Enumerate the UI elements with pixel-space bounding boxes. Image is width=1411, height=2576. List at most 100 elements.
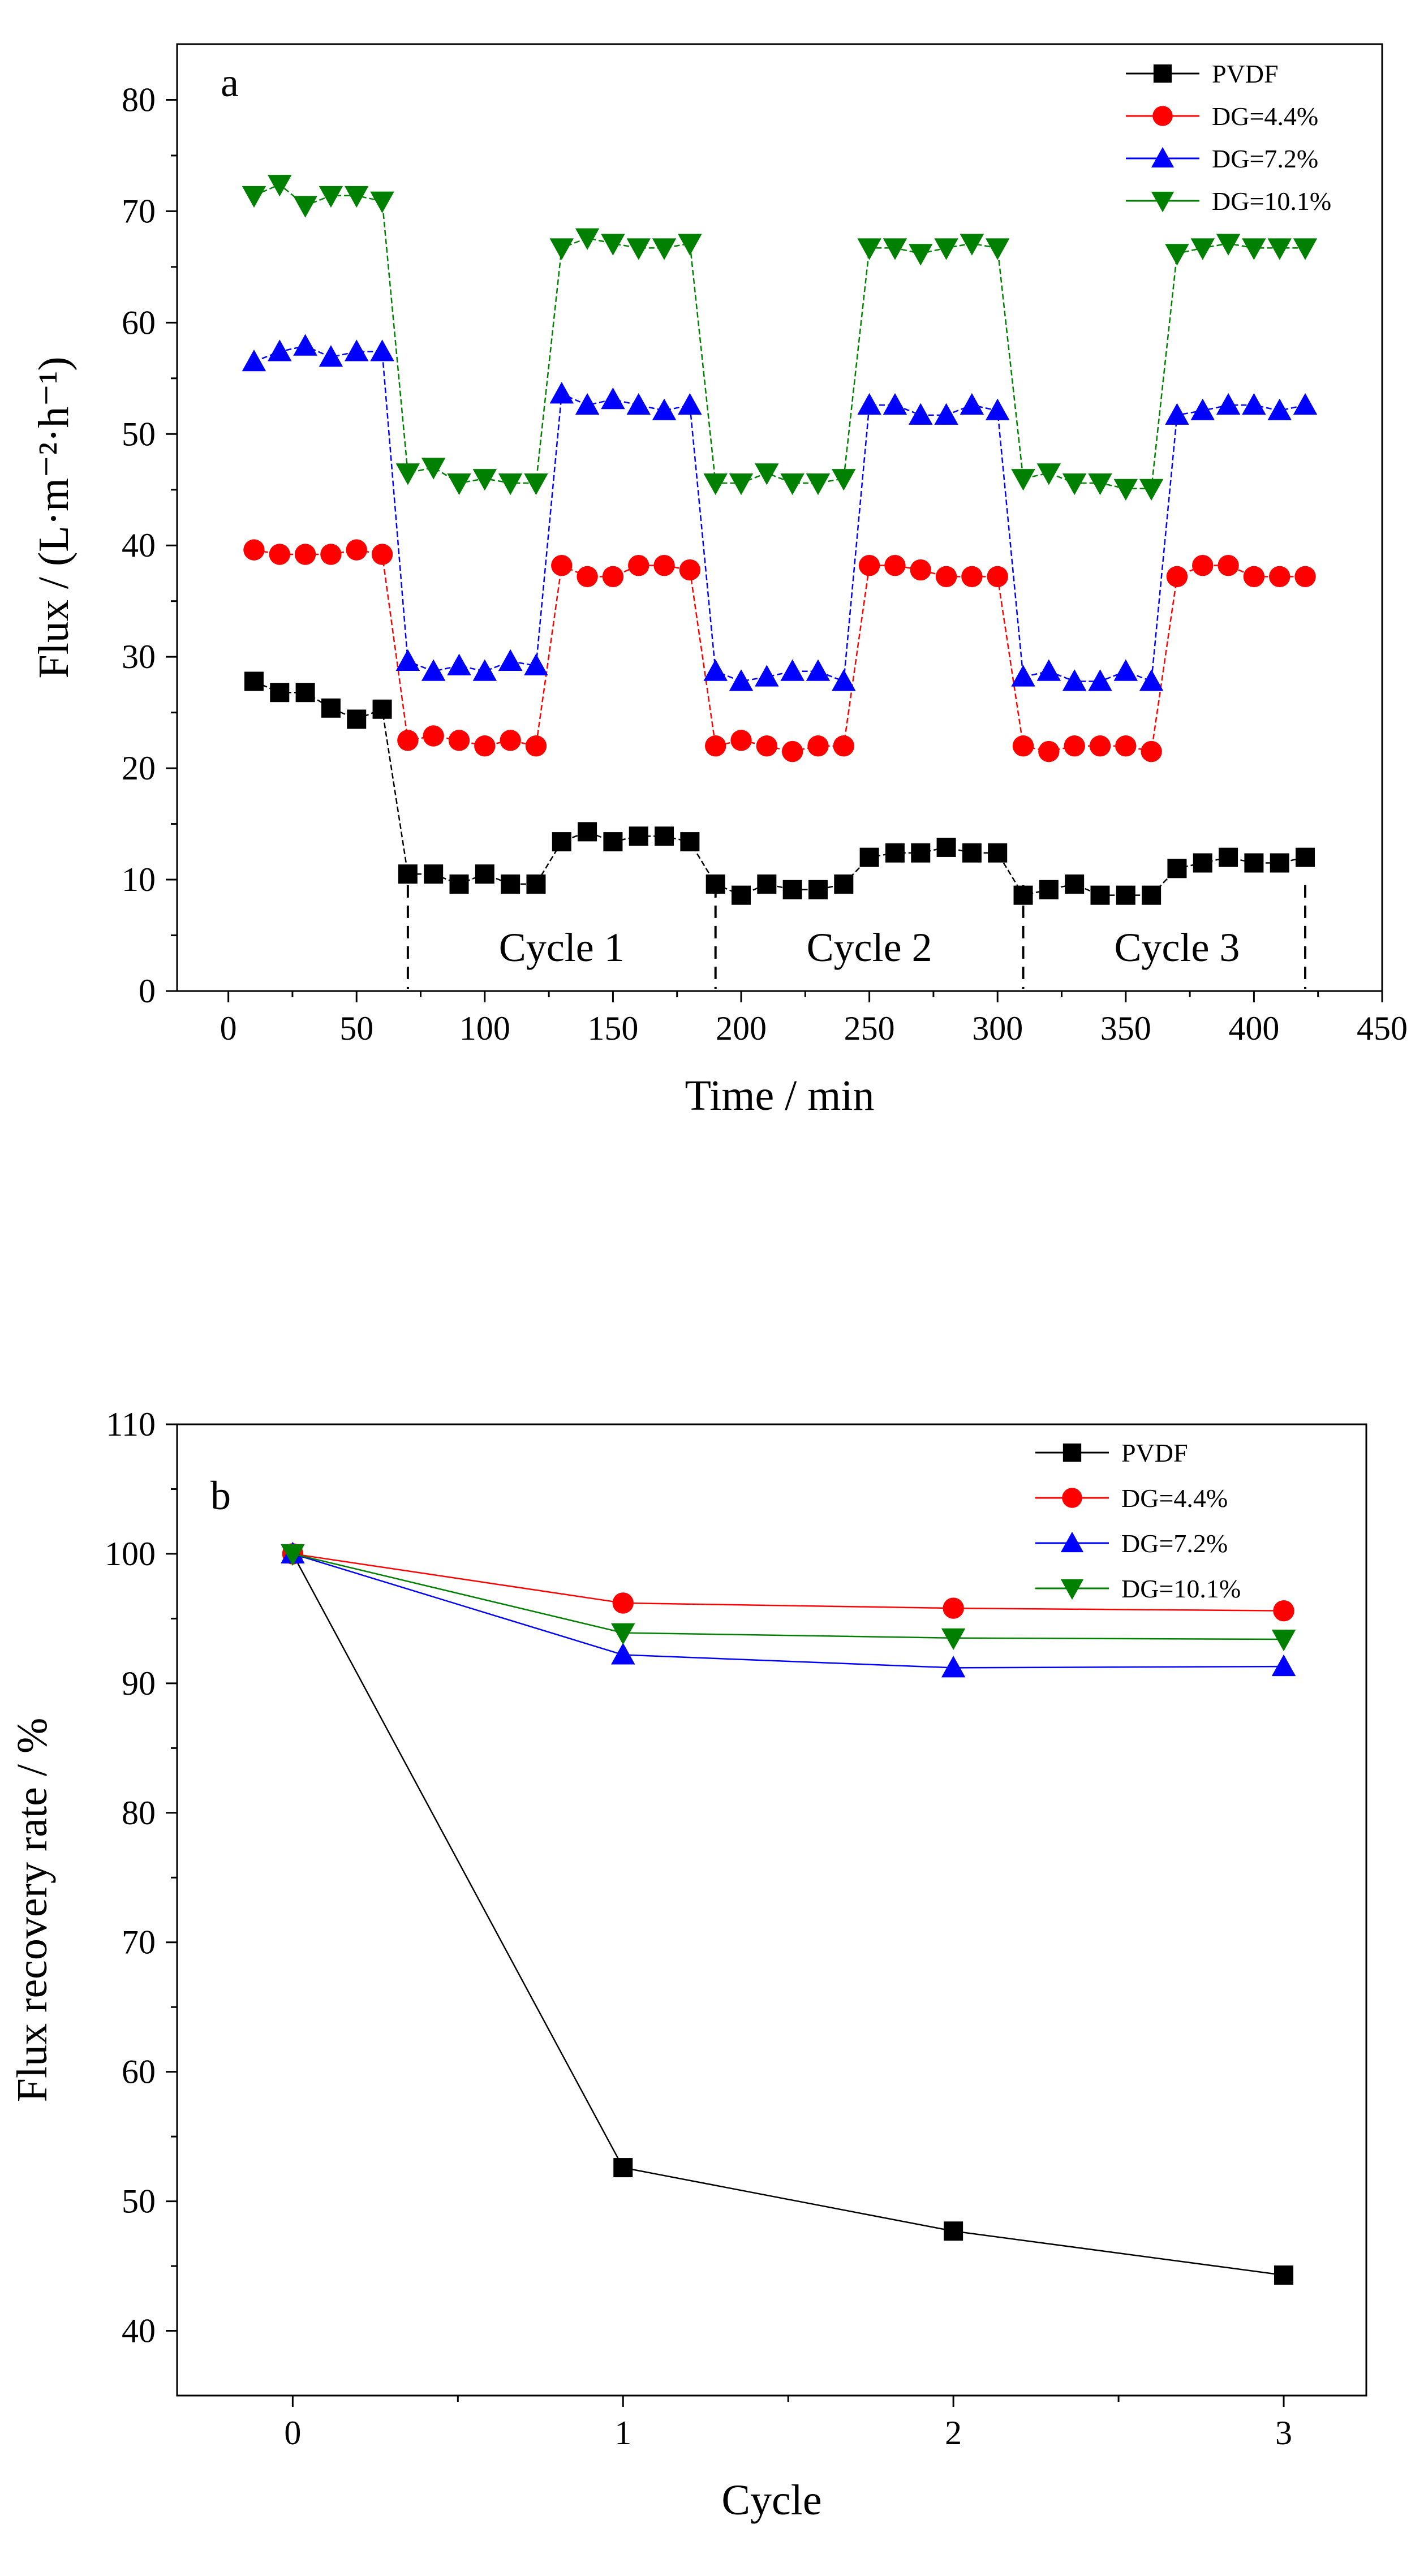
data-point bbox=[756, 735, 778, 757]
x-tick-label: 50 bbox=[339, 1010, 373, 1047]
data-point bbox=[601, 234, 625, 256]
data-point bbox=[524, 473, 548, 496]
data-point bbox=[611, 1643, 635, 1665]
data-point bbox=[525, 735, 547, 757]
series-line bbox=[253, 183, 1306, 490]
data-point bbox=[780, 659, 805, 681]
data-point bbox=[1141, 740, 1162, 763]
x-tick-label: 1 bbox=[614, 2414, 631, 2452]
data-point bbox=[808, 880, 828, 899]
data-point bbox=[755, 665, 779, 687]
series-pvdf bbox=[244, 671, 1315, 905]
data-point bbox=[1273, 1600, 1294, 1622]
data-point bbox=[985, 398, 1010, 420]
data-point bbox=[344, 339, 369, 361]
series-line bbox=[292, 1553, 1284, 1640]
data-point bbox=[242, 186, 266, 208]
y-tick-label: 70 bbox=[122, 192, 156, 230]
data-point bbox=[832, 669, 856, 691]
data-point bbox=[1242, 238, 1266, 260]
series-line bbox=[253, 345, 1306, 683]
y-tick-label: 60 bbox=[122, 304, 156, 341]
y-tick-label: 100 bbox=[105, 1535, 156, 1573]
data-point bbox=[1294, 566, 1316, 588]
data-point bbox=[575, 393, 600, 415]
data-point bbox=[1270, 853, 1289, 873]
data-point bbox=[1218, 554, 1239, 576]
data-point bbox=[320, 544, 342, 565]
panel-label: a bbox=[221, 60, 239, 105]
data-point bbox=[1036, 463, 1061, 485]
y-tick-label: 110 bbox=[106, 1406, 156, 1443]
data-point bbox=[935, 566, 957, 588]
data-point bbox=[909, 244, 933, 266]
data-point bbox=[472, 469, 497, 491]
data-point bbox=[551, 554, 573, 576]
data-point bbox=[729, 473, 754, 496]
data-point bbox=[655, 826, 674, 846]
data-point bbox=[395, 649, 420, 671]
data-point bbox=[1190, 398, 1215, 420]
data-point bbox=[757, 874, 777, 894]
data-point bbox=[1242, 393, 1266, 415]
data-point bbox=[1090, 885, 1110, 905]
series-pvdf bbox=[283, 1544, 1294, 2285]
data-point bbox=[1062, 669, 1087, 691]
series-line bbox=[292, 1553, 1284, 2276]
series-dg-10-1 bbox=[281, 1544, 1296, 1652]
data-point bbox=[1166, 566, 1188, 588]
series-dg-7-2 bbox=[242, 334, 1318, 691]
data-point bbox=[1113, 479, 1138, 501]
data-point bbox=[347, 709, 367, 729]
data-point bbox=[833, 735, 854, 757]
data-point bbox=[962, 843, 982, 863]
data-point bbox=[474, 735, 496, 757]
data-point bbox=[1065, 874, 1085, 894]
series-line bbox=[253, 549, 1306, 753]
data-point bbox=[611, 1623, 635, 1645]
data-point bbox=[706, 874, 725, 894]
data-point bbox=[832, 469, 856, 491]
data-point bbox=[501, 874, 520, 894]
data-point bbox=[549, 238, 574, 260]
data-point bbox=[857, 238, 881, 260]
y-tick-label: 20 bbox=[122, 749, 156, 787]
x-tick-label: 0 bbox=[220, 1010, 237, 1047]
data-point bbox=[270, 683, 290, 703]
y-tick-label: 70 bbox=[122, 1924, 156, 1961]
data-point bbox=[1115, 735, 1137, 757]
data-point bbox=[293, 196, 317, 218]
series-dg-4-4 bbox=[243, 539, 1316, 763]
x-tick-label: 100 bbox=[459, 1010, 510, 1047]
y-axis-title: Flux / (L·m⁻²·h⁻¹) bbox=[30, 356, 78, 678]
data-point bbox=[961, 566, 983, 588]
data-point bbox=[1062, 473, 1087, 496]
data-point bbox=[883, 238, 907, 260]
data-point bbox=[1142, 885, 1162, 905]
data-point bbox=[421, 458, 446, 480]
x-tick-label: 400 bbox=[1228, 1010, 1279, 1047]
data-point bbox=[370, 191, 394, 213]
y-axis-title: Flux recovery rate / % bbox=[8, 1718, 56, 2103]
data-point bbox=[960, 393, 984, 415]
data-point bbox=[678, 393, 702, 415]
legend-marker bbox=[1060, 1531, 1084, 1553]
series-line bbox=[253, 680, 1306, 897]
series-line bbox=[292, 1553, 1284, 1612]
data-point bbox=[807, 735, 829, 757]
data-point bbox=[612, 1592, 634, 1614]
data-point bbox=[934, 238, 958, 260]
data-point bbox=[321, 698, 341, 718]
data-point bbox=[1296, 847, 1315, 867]
data-point bbox=[1216, 393, 1241, 415]
data-point bbox=[985, 238, 1010, 260]
x-tick-label: 0 bbox=[284, 2414, 301, 2452]
y-tick-label: 10 bbox=[122, 861, 156, 898]
data-point bbox=[987, 566, 1008, 588]
data-point bbox=[678, 234, 702, 256]
data-point bbox=[884, 554, 906, 576]
data-point bbox=[1013, 885, 1033, 905]
y-tick-label: 40 bbox=[122, 2312, 156, 2350]
data-point bbox=[1038, 740, 1060, 763]
